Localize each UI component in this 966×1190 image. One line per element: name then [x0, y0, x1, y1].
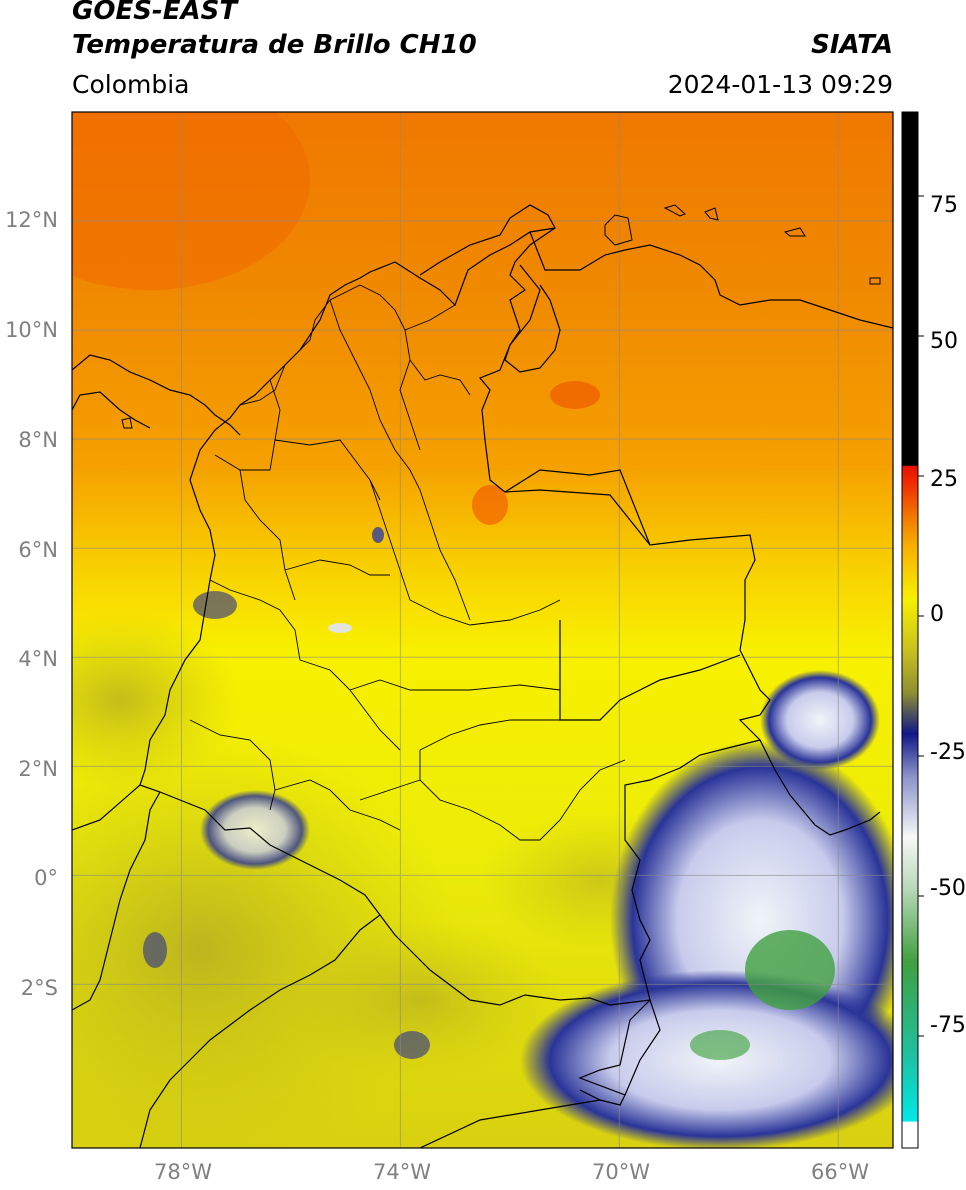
- lat-label-4n: 4°N: [18, 647, 58, 671]
- brightness-temperature-field: [72, 112, 893, 1148]
- satellite-title: GOES-EAST: [72, 0, 238, 26]
- colorbar-label-minus50: -50: [930, 876, 966, 901]
- region-label: Colombia: [72, 70, 190, 99]
- lat-label-2s: 2°S: [20, 976, 58, 1000]
- colorbar-label-minus75: -75: [930, 1013, 966, 1038]
- colorbar-label-25: 25: [930, 467, 958, 492]
- islands: [121, 204, 881, 429]
- colorbar-label-50: 50: [930, 329, 958, 354]
- lat-label-0: 0°: [34, 866, 58, 890]
- lon-label-74w: 74°W: [373, 1160, 431, 1184]
- lat-label-2n: 2°N: [18, 757, 58, 781]
- colorbar-label-minus25: -25: [930, 740, 966, 765]
- product-title: Temperatura de Brillo CH10: [72, 30, 477, 60]
- lon-label-70w: 70°W: [592, 1160, 650, 1184]
- ecuador-peru-border: [72, 784, 661, 1148]
- colorbar: [901, 111, 919, 1149]
- venezuela-border: [504, 231, 893, 721]
- colorbar-ticks: [918, 195, 924, 1037]
- borders: [72, 204, 893, 1148]
- lon-label-78w: 78°W: [154, 1160, 212, 1184]
- datetime-label: 2024-01-13 09:29: [667, 70, 893, 99]
- lat-label-8n: 8°N: [18, 428, 58, 452]
- lat-label-10n: 10°N: [5, 318, 58, 342]
- lat-label-12n: 12°N: [5, 208, 58, 232]
- colorbar-label-0: 0: [930, 602, 944, 627]
- map-frame: [71, 111, 894, 1149]
- lat-label-6n: 6°N: [18, 538, 58, 562]
- colorbar-label-75: 75: [930, 193, 958, 218]
- panama-coast: [72, 354, 241, 436]
- map-gridlines: [72, 112, 893, 1148]
- department-borders: [189, 284, 626, 841]
- lon-label-66w: 66°W: [811, 1160, 869, 1184]
- agency-label: SIATA: [811, 30, 893, 60]
